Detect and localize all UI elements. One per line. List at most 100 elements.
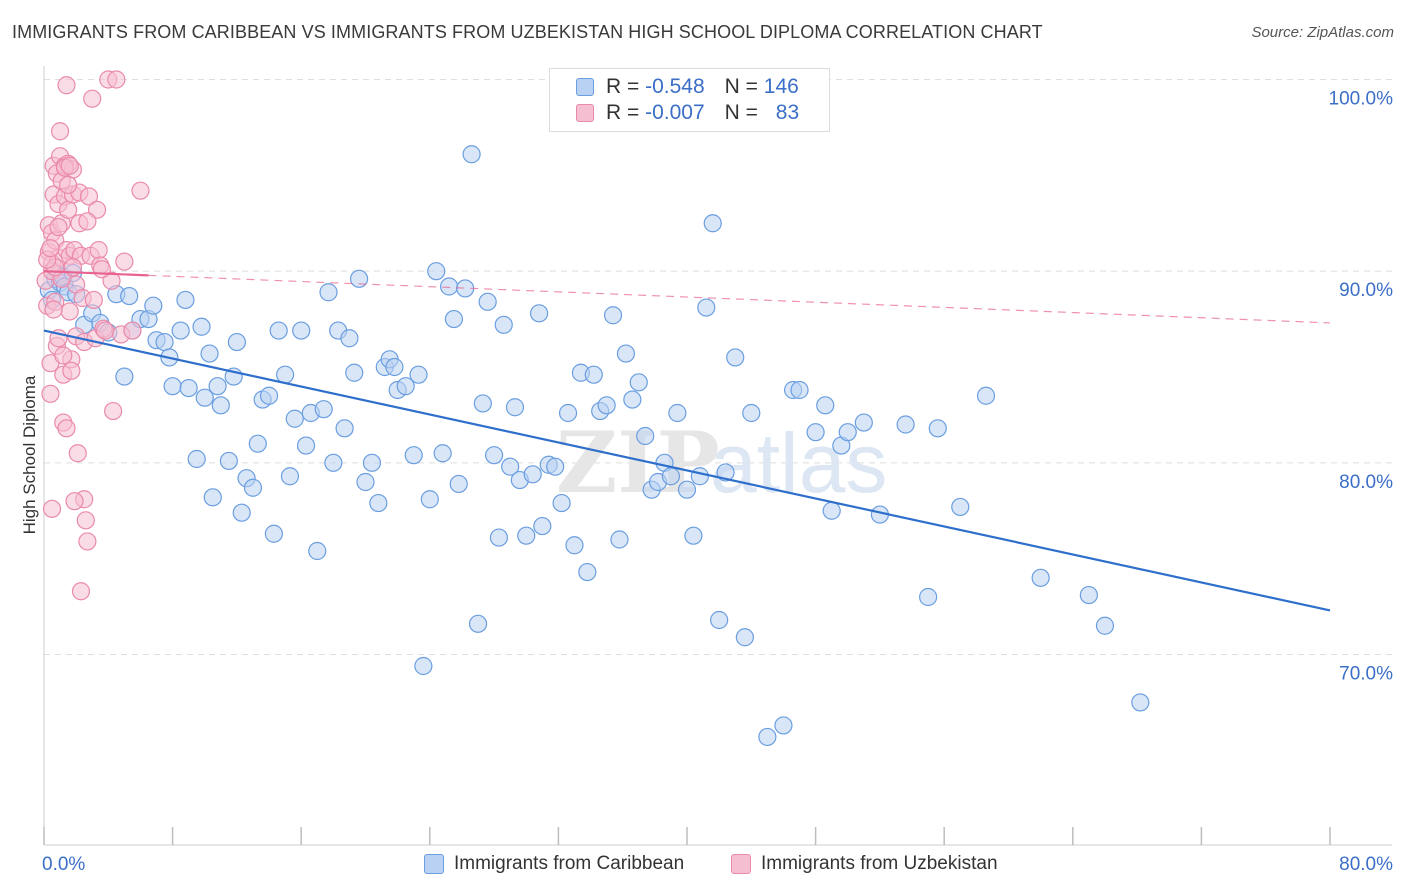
y-tick-label: 90.0%	[1339, 280, 1393, 301]
uzbekistan-point	[60, 156, 79, 175]
caribbean-point	[187, 449, 206, 469]
caribbean-point	[896, 415, 915, 434]
caribbean-point	[533, 516, 552, 536]
caribbean-point	[243, 478, 263, 497]
caribbean-point	[449, 474, 468, 494]
caribbean-point	[269, 321, 288, 340]
caribbean-point	[919, 587, 938, 607]
caribbean-point	[697, 298, 716, 317]
caribbean-point	[1131, 693, 1150, 712]
caribbean-point	[677, 480, 697, 499]
caribbean-point	[489, 528, 509, 547]
caribbean-point	[335, 419, 354, 438]
uzbekistan-point	[65, 492, 84, 511]
caribbean-point	[494, 315, 513, 334]
caribbean-point	[362, 453, 382, 472]
caribbean-point	[565, 536, 584, 555]
y-tick-labels: 70.0% 80.0% 90.0% 100.0%	[1329, 89, 1394, 685]
caribbean-point	[396, 377, 415, 396]
caribbean-point	[319, 283, 338, 302]
uzbekistan-point	[49, 217, 68, 237]
uzbekistan-point	[92, 260, 111, 279]
caribbean-point	[285, 409, 304, 428]
caribbean-point	[816, 396, 835, 415]
caribbean-point	[296, 436, 316, 455]
caribbean-point	[414, 656, 433, 676]
caribbean-point	[324, 453, 343, 472]
caribbean-point	[356, 472, 375, 492]
caribbean-point	[951, 497, 970, 517]
y-tick-label: 80.0%	[1339, 472, 1393, 493]
source-label: Source: ZipAtlas.com	[1251, 24, 1394, 41]
caribbean-point	[314, 400, 333, 419]
legend-n-label: N =	[724, 75, 764, 98]
uzbekistan-point	[95, 321, 115, 340]
legend-n-value: 146	[763, 75, 799, 98]
caribbean-point	[420, 490, 439, 509]
caribbean-point	[439, 277, 459, 296]
legend-row-uzbekistan: R = -0.007 N = 83	[576, 100, 799, 126]
caribbean-point	[248, 434, 267, 453]
uzbekistan-point	[104, 401, 123, 421]
uzbekistan-point	[71, 582, 91, 601]
caribbean-point	[227, 332, 246, 352]
legend-swatch-blue	[576, 78, 594, 96]
legend-r-label: R =	[606, 75, 646, 98]
uzbekistan-point	[107, 70, 126, 89]
caribbean-point	[478, 292, 497, 311]
y-axis-label: High School Diploma	[20, 375, 39, 534]
chart-title: IMMIGRANTS FROM CARIBBEAN VS IMMIGRANTS …	[12, 22, 1043, 42]
uzbekistan-trend-line-dashed	[148, 274, 1331, 324]
caribbean-point	[774, 716, 793, 735]
bottom-legend-label-caribbean: Immigrants from Caribbean	[454, 853, 685, 874]
uzbekistan-trend-line-solid	[43, 270, 149, 277]
uzbekistan-point	[42, 499, 62, 518]
caribbean-point	[854, 413, 873, 432]
uzbekistan-point	[41, 384, 60, 403]
caribbean-point	[716, 463, 735, 482]
uzbekistan-point	[131, 181, 150, 200]
uzbekistan-point	[76, 511, 95, 530]
bottom-legend-caribbean: Immigrants from Caribbean	[424, 852, 684, 876]
caribbean-point	[473, 394, 492, 413]
caribbean-point	[928, 419, 947, 438]
caribbean-point	[517, 526, 536, 545]
legend-r-value: -0.007	[645, 101, 705, 124]
caribbean-point	[742, 403, 761, 423]
uzbekistan-point	[54, 346, 73, 365]
uzbekistan-point	[123, 321, 142, 340]
caribbean-point	[838, 423, 857, 442]
caribbean-point	[501, 457, 520, 476]
caribbean-point	[433, 444, 452, 463]
x-tick-label: 80.0%	[1339, 854, 1393, 875]
caribbean-point	[345, 363, 364, 382]
bottom-legend-swatch-pink	[731, 854, 751, 874]
caribbean-point	[806, 423, 825, 442]
caribbean-point	[171, 321, 190, 340]
gridlines	[44, 79, 1392, 655]
legend-row-caribbean: R = -0.548 N = 146	[576, 74, 799, 100]
legend-n-label: N =	[724, 101, 764, 124]
uzbekistan-point	[62, 361, 81, 380]
caribbean-point	[369, 493, 388, 513]
caribbean-point	[661, 467, 681, 486]
caribbean-point	[758, 727, 777, 747]
y-tick-label: 70.0%	[1339, 664, 1393, 685]
caribbean-point	[668, 403, 687, 423]
uzbekistan-point	[57, 76, 76, 95]
caribbean-point	[684, 526, 703, 545]
caribbean-point	[735, 628, 754, 647]
caribbean-point	[610, 530, 629, 549]
legend-r-label: R =	[606, 101, 646, 124]
uzbekistan-point	[68, 444, 87, 463]
caribbean-point	[552, 493, 571, 513]
caribbean-point	[144, 296, 163, 315]
watermark-zip: ZIP	[556, 413, 720, 512]
caribbean-point	[259, 386, 279, 405]
caribbean-point	[232, 503, 251, 522]
caribbean-point	[597, 396, 616, 415]
caribbean-point	[578, 562, 597, 582]
uzbekistan-point	[78, 532, 97, 551]
uzbekistan-point	[50, 122, 70, 141]
bottom-legend-swatch-blue	[424, 854, 444, 874]
